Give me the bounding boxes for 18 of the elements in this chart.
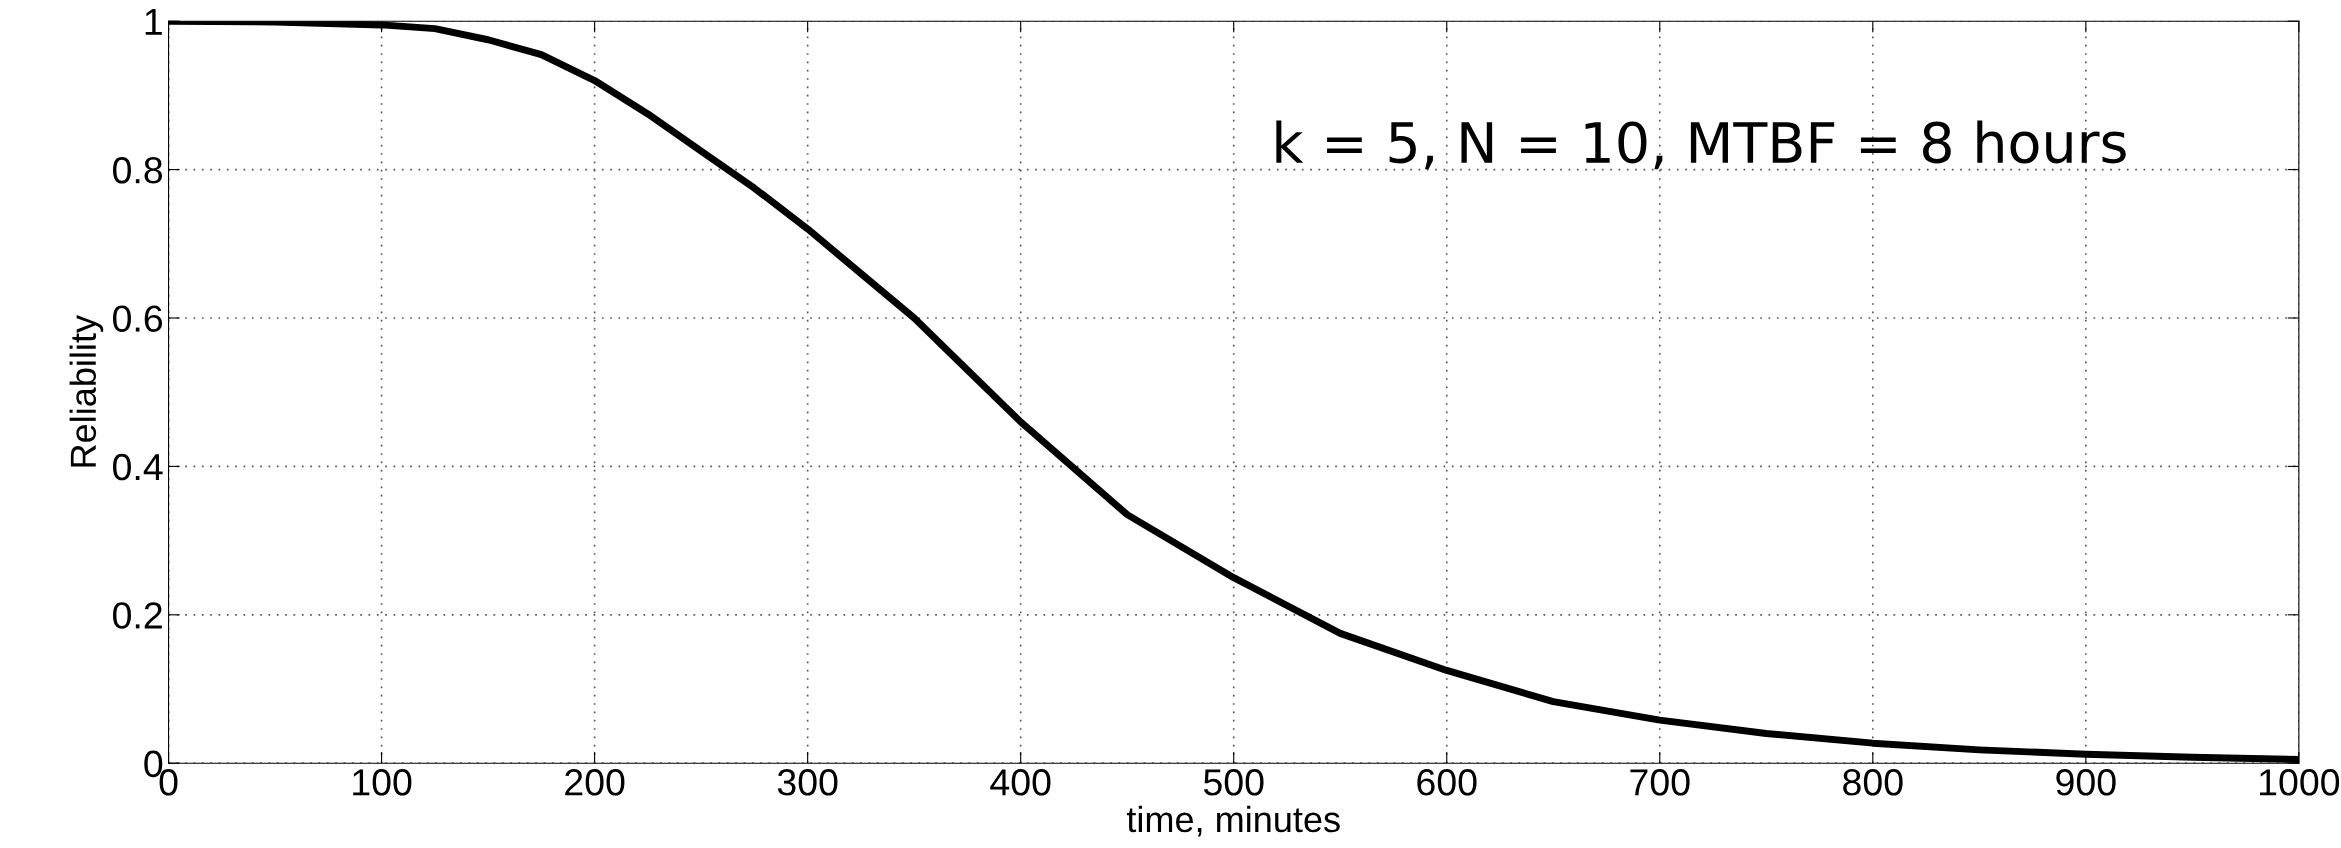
- x-tick-label: 800: [1843, 769, 1903, 796]
- x-axis-title: time, minutes: [1126, 805, 1340, 837]
- x-tick-label: 700: [1630, 769, 1690, 796]
- x-tick-label: 400: [990, 769, 1051, 796]
- x-tick-label: 100: [353, 769, 412, 796]
- y-tick-label: 0.4: [113, 453, 163, 481]
- x-tick-label: 500: [1203, 769, 1264, 796]
- x-tick-label: 200: [565, 769, 625, 796]
- y-tick-label: 0.6: [113, 305, 163, 332]
- y-axis-title: Reliability: [69, 315, 104, 467]
- y-tick-label: 1: [145, 8, 162, 35]
- y-tick-label: 0.2: [113, 602, 162, 629]
- x-tick-label: 600: [1417, 769, 1477, 796]
- x-tick-label: 900: [2056, 769, 2116, 796]
- x-tick-label: 300: [777, 769, 838, 796]
- y-tick-label: 0.8: [113, 157, 163, 184]
- annotation: k = 5, N = 10, MTBF = 8 hours: [1276, 120, 2126, 170]
- x-tick-label: 1000: [2260, 769, 2340, 796]
